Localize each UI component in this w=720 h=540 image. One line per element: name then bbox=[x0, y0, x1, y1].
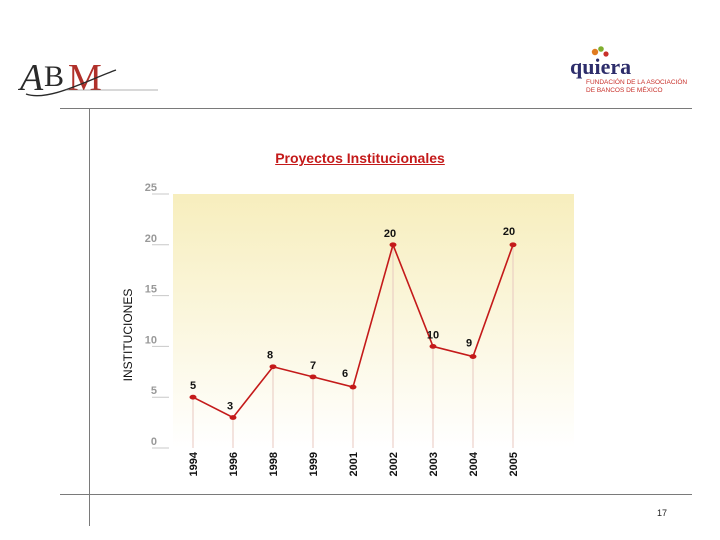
y-tick-label: 15 bbox=[145, 284, 157, 296]
y-tick-label: 5 bbox=[151, 385, 157, 397]
data-label: 20 bbox=[503, 226, 515, 238]
y-tick-label: 0 bbox=[151, 436, 157, 448]
svg-text:B: B bbox=[44, 60, 64, 93]
data-label: 3 bbox=[227, 401, 233, 413]
x-tick-label: 1996 bbox=[228, 452, 240, 476]
x-tick-label: 2002 bbox=[388, 452, 400, 476]
data-label: 8 bbox=[267, 350, 273, 362]
data-point bbox=[189, 394, 197, 400]
y-tick-label: 25 bbox=[145, 182, 157, 194]
svg-text:A: A bbox=[18, 57, 44, 99]
data-point bbox=[269, 364, 277, 370]
x-tick-label: 1998 bbox=[268, 452, 280, 476]
data-label: 5 bbox=[190, 380, 196, 392]
abm-logo: A B M bbox=[18, 57, 158, 99]
top-divider bbox=[60, 108, 692, 109]
data-label: 7 bbox=[310, 360, 316, 372]
svg-text:quiera: quiera bbox=[570, 54, 631, 79]
data-label: 20 bbox=[384, 228, 396, 240]
data-point bbox=[429, 344, 437, 349]
data-point bbox=[309, 374, 317, 380]
y-axis-label: INSTITUCIONES bbox=[121, 289, 135, 382]
data-label: 9 bbox=[466, 338, 472, 350]
data-label: 10 bbox=[427, 329, 439, 341]
plot-area bbox=[173, 194, 574, 448]
data-label: 6 bbox=[342, 368, 348, 380]
y-tick-label: 10 bbox=[145, 334, 157, 346]
x-tick-label: 2004 bbox=[468, 451, 480, 476]
x-tick-label: 1999 bbox=[308, 452, 320, 476]
x-tick-label: 1994 bbox=[188, 451, 200, 476]
x-tick-label: 2001 bbox=[348, 452, 360, 476]
data-point bbox=[229, 415, 237, 420]
x-tick-label: 2005 bbox=[508, 452, 520, 476]
data-point bbox=[469, 354, 477, 359]
data-point bbox=[389, 242, 397, 248]
bottom-divider bbox=[60, 494, 692, 495]
x-tick-label: 2003 bbox=[428, 452, 440, 476]
page-number: 17 bbox=[657, 508, 668, 518]
svg-text:FUNDACIÓN DE LA ASOCIACIÓN: FUNDACIÓN DE LA ASOCIACIÓN bbox=[586, 77, 687, 86]
y-tick-label: 20 bbox=[145, 233, 157, 245]
data-point bbox=[509, 242, 517, 248]
left-divider bbox=[89, 108, 90, 526]
chart-title: Proyectos Institucionales bbox=[275, 150, 445, 166]
quiera-logo: quiera FUNDACIÓN DE LA ASOCIACIÓN DE BAN… bbox=[570, 46, 687, 94]
data-point bbox=[349, 384, 357, 390]
svg-text:DE BANCOS DE MÉXICO: DE BANCOS DE MÉXICO bbox=[586, 85, 663, 94]
